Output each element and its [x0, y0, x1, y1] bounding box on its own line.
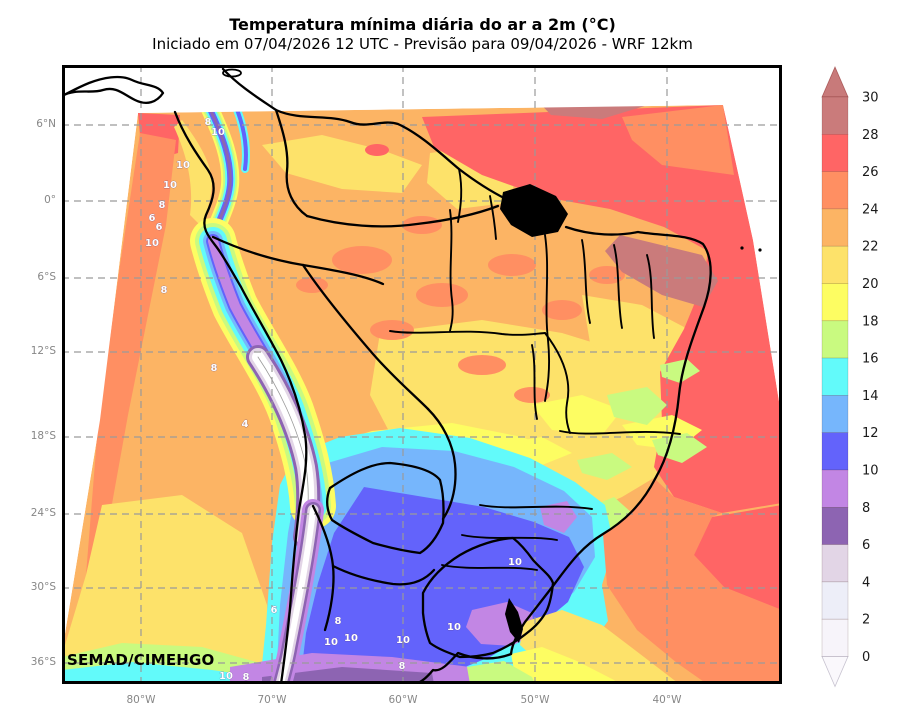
lat-tick-label: 30°S — [6, 581, 56, 593]
lat-tick-label: 6°S — [6, 271, 56, 283]
colorbar-segment — [822, 433, 848, 470]
colorbar-tick-label: 24 — [862, 202, 879, 217]
contour-label: 8 — [335, 616, 342, 627]
colorbar-over-arrow — [822, 67, 848, 97]
contour-label: 10 — [176, 160, 190, 171]
colorbar-segment — [822, 358, 848, 395]
colorbar-tick-label: 12 — [862, 426, 879, 441]
colorbar-segment — [822, 284, 848, 321]
colorbar-tick-label: 14 — [862, 389, 879, 404]
colorbar-segment — [822, 507, 848, 544]
forecast-map: 8101010866108846810101010810108 — [62, 65, 782, 684]
colorbar-segment — [822, 246, 848, 283]
contour-label: 10 — [145, 238, 159, 249]
contour-label: 10 — [163, 180, 177, 191]
colorbar-tick-label: 10 — [862, 464, 879, 479]
contour-label: 8 — [161, 285, 168, 296]
colorbar-segment — [822, 134, 848, 171]
contour-label: 10 — [344, 633, 358, 644]
colorbar-tick-label: 8 — [862, 501, 870, 516]
contour-label: 10 — [396, 635, 410, 646]
colorbar-segment — [822, 582, 848, 619]
island-dot-1 — [740, 246, 743, 249]
contour-label: 8 — [399, 661, 406, 672]
lon-tick-label: 40°W — [637, 694, 697, 706]
lat-tick-label: 6°N — [6, 118, 56, 130]
colorbar-segment — [822, 619, 848, 656]
colorbar-tick-label: 28 — [862, 128, 879, 143]
colorbar-segment — [822, 321, 848, 358]
contour-label: 10 — [508, 557, 522, 568]
contour-label: 10 — [447, 622, 461, 633]
colorbar-segment — [822, 470, 848, 507]
colorbar-tick-label: 2 — [862, 613, 870, 628]
credit-label: SEMAD/CIMEHGO — [67, 651, 215, 669]
contour-label: 10 — [324, 637, 338, 648]
lat-tick-label: 36°S — [6, 656, 56, 668]
island-dot-2 — [758, 248, 761, 251]
colorbar-segment — [822, 545, 848, 582]
page-title: Temperatura mínima diária do ar a 2m (°C… — [0, 15, 845, 34]
lat-tick-label: 0° — [6, 194, 56, 206]
colorbar-tick-label: 6 — [862, 538, 870, 553]
colorbar: 302826242220181614121086420 — [810, 56, 906, 706]
lon-tick-label: 60°W — [373, 694, 433, 706]
lat-tick-label: 24°S — [6, 507, 56, 519]
colorbar-segment — [822, 172, 848, 209]
colorbar-tick-label: 30 — [862, 91, 879, 106]
contour-label: 6 — [149, 213, 156, 224]
colorbar-segment — [822, 395, 848, 432]
colorbar-tick-label: 16 — [862, 352, 879, 367]
lon-tick-label: 50°W — [505, 694, 565, 706]
lon-tick-label: 80°W — [111, 694, 171, 706]
contour-label: 8 — [211, 363, 218, 374]
colorbar-segment — [822, 209, 848, 246]
colorbar-tick-label: 20 — [862, 277, 879, 292]
colorbar-tick-label: 4 — [862, 575, 870, 590]
page-subtitle: Iniciado em 07/04/2026 12 UTC - Previsão… — [0, 35, 845, 53]
colorbar-tick-label: 18 — [862, 314, 879, 329]
contour-label: 6 — [271, 605, 278, 616]
lon-tick-label: 70°W — [242, 694, 302, 706]
contour-label: 6 — [156, 222, 163, 233]
contour-label: 10 — [211, 127, 225, 138]
colorbar-segment — [822, 97, 848, 134]
lat-tick-label: 18°S — [6, 430, 56, 442]
lat-tick-label: 12°S — [6, 345, 56, 357]
colorbar-tick-label: 22 — [862, 240, 879, 255]
contour-label: 10 — [219, 671, 233, 682]
contour-label: 8 — [159, 200, 166, 211]
colorbar-tick-label: 26 — [862, 165, 879, 180]
contour-label: 4 — [242, 419, 249, 430]
colorbar-under-arrow — [822, 657, 848, 687]
colorbar-tick-label: 0 — [862, 650, 870, 665]
